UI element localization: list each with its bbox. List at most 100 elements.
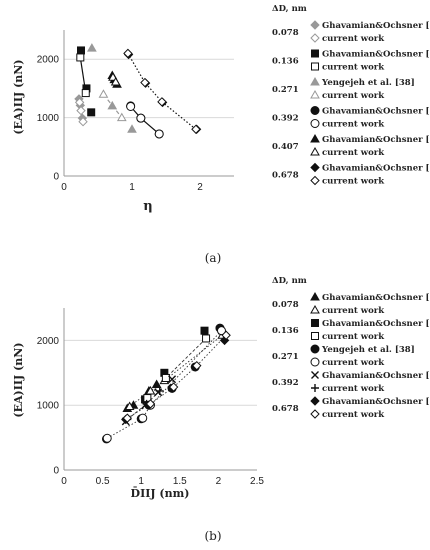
legend-marker — [311, 371, 319, 379]
legend-marker — [310, 20, 320, 30]
legend-marker — [310, 396, 320, 406]
legend-delta-value: 0.136 — [272, 326, 299, 336]
y-tick-label: 1000 — [37, 401, 60, 412]
data-point-b-g2-s1 — [138, 413, 148, 423]
legend-entry-label: Ghavamian&Ochsner [35] — [322, 107, 430, 117]
data-point-b-g4-s1 — [145, 399, 156, 409]
chart-a: 0 1000 2000 0 1 2 (EA)IIJ (nN) η ΔD, nm 0.078 G… — [12, 4, 430, 265]
data-point-a-g5-s1 — [157, 97, 167, 107]
legend-title: ΔD, nm — [272, 4, 307, 14]
chart-a-x-axis-label: η — [143, 199, 152, 214]
data-point-b-g4-s1 — [221, 330, 231, 340]
legend-entry-label: current work — [322, 120, 385, 130]
data-point-b-g4-s1 — [192, 360, 202, 371]
legend-marker — [311, 319, 319, 327]
x-tick-label: 0 — [61, 476, 67, 487]
data-point-b-g1-s1 — [202, 334, 211, 343]
legend-marker — [310, 304, 320, 314]
data-point-b-g1-s1 — [161, 373, 170, 382]
legend-entry-label: Ghavamian&Ochsner [35] — [322, 319, 430, 329]
data-point-a-g3-s1 — [136, 113, 146, 123]
data-point-a-g2-s0 — [127, 124, 137, 133]
data-point-b-g1-s0 — [200, 326, 209, 335]
legend-marker — [310, 106, 320, 115]
legend-delta-value: 0.271 — [272, 352, 299, 362]
legend-delta-value: 0.678 — [272, 404, 299, 414]
data-point-a-g1-s0 — [77, 46, 85, 55]
data-point-a-g5-s1 — [140, 77, 150, 88]
data-point-b-g4-s1 — [122, 413, 133, 423]
legend-delta-value: 0.407 — [272, 142, 299, 152]
legend-entry-label: Ghavamian&Ochsner [35] — [322, 135, 430, 145]
y-tick-label: 2000 — [37, 336, 60, 347]
data-point-a-g0-s1 — [76, 105, 86, 116]
x-tick-label: 2 — [197, 182, 203, 193]
x-tick-label: 2.5 — [250, 476, 264, 487]
data-point-a-g3-s1 — [154, 129, 164, 139]
legend-marker — [310, 133, 320, 143]
legend-entry-label: Ghavamian&Ochsner [35] — [322, 164, 430, 174]
y-tick-label: 1000 — [37, 113, 60, 124]
legend-delta-value: 0.392 — [272, 114, 299, 124]
legend-title: ΔD, nm — [272, 276, 307, 286]
legend-marker — [310, 291, 320, 301]
data-point-a-g1-s0 — [87, 108, 96, 117]
x-tick-label: 1.5 — [173, 476, 187, 487]
chart-b-x-axis-label: D̄IIJ (nm) — [131, 486, 190, 500]
legend-marker — [310, 89, 320, 99]
data-point-a-g4-s1 — [110, 76, 121, 86]
legend-entry-label: current work — [322, 91, 385, 101]
data-point-b-g2-s1 — [216, 326, 226, 336]
data-point-a-g1-s1 — [81, 89, 90, 98]
trend-line — [127, 334, 227, 419]
data-point-a-g2-s0 — [87, 43, 97, 52]
legend-entry-label: Ghavamian&Ochsner [35] — [322, 397, 430, 407]
legend-marker — [311, 332, 319, 340]
chart-b-marks — [101, 323, 231, 444]
chart-a-legend: ΔD, nm 0.078 Ghavamian&Ochsner [35] current… — [272, 4, 430, 187]
legend-marker — [311, 62, 319, 71]
data-point-a-g2-s0 — [107, 100, 118, 110]
legend-entry-label: Ghavamian&Ochsner [35] — [322, 21, 430, 31]
trend-line — [127, 53, 197, 130]
data-point-b-g0-s0 — [151, 379, 162, 388]
legend-marker — [310, 344, 320, 354]
data-point-b-g4-s1 — [168, 382, 179, 392]
data-point-b-g3-s0 — [168, 375, 177, 384]
y-tick-label: 2000 — [37, 55, 60, 66]
chart-a-caption: (a) — [205, 251, 222, 265]
legend-marker — [310, 33, 320, 43]
legend-delta-value: 0.078 — [272, 300, 299, 310]
data-point-a-g5-s1 — [191, 124, 201, 134]
chart-b-axes: 0 1000 2000 0 0.5 1 1.5 2 2.5 — [37, 308, 264, 487]
data-point-a-g3-s1 — [126, 102, 136, 112]
data-point-b-g3-s1 — [155, 386, 164, 395]
legend-entry-label: current work — [322, 306, 385, 316]
legend-delta-value: 0.078 — [272, 28, 299, 38]
y-tick-label: 0 — [53, 466, 59, 477]
data-point-a-g2-s1 — [116, 112, 127, 122]
legend-marker — [311, 384, 319, 392]
legend-marker — [310, 162, 320, 173]
y-tick-label: 0 — [53, 172, 59, 183]
legend-delta-value: 0.271 — [272, 85, 299, 95]
legend-entry-label: current work — [322, 148, 385, 158]
chart-b-caption: (b) — [204, 529, 221, 543]
chart-a-marks — [74, 43, 202, 139]
chart-b-legend: ΔD, nm 0.078 Ghavamian&Ochsner [35] current… — [272, 276, 430, 420]
chart-b-y-axis-label: (EA)IIJ (nN) — [12, 342, 25, 417]
x-tick-label: 2 — [216, 476, 222, 487]
data-point-a-g0-s1 — [78, 116, 88, 127]
legend-entry-label: current work — [322, 177, 385, 187]
data-point-a-g5-s1 — [123, 48, 133, 59]
x-tick-label: 1 — [138, 476, 144, 487]
x-tick-label: 0.5 — [96, 476, 110, 487]
legend-entry-label: current work — [322, 34, 385, 44]
chart-a-axes: 0 1000 2000 0 1 2 — [37, 30, 234, 193]
chart-a-trendlines — [79, 53, 197, 135]
legend-marker — [310, 409, 320, 419]
legend-marker — [310, 175, 320, 186]
x-tick-label: 1 — [129, 182, 135, 193]
legend-entry-label: current work — [322, 384, 385, 394]
